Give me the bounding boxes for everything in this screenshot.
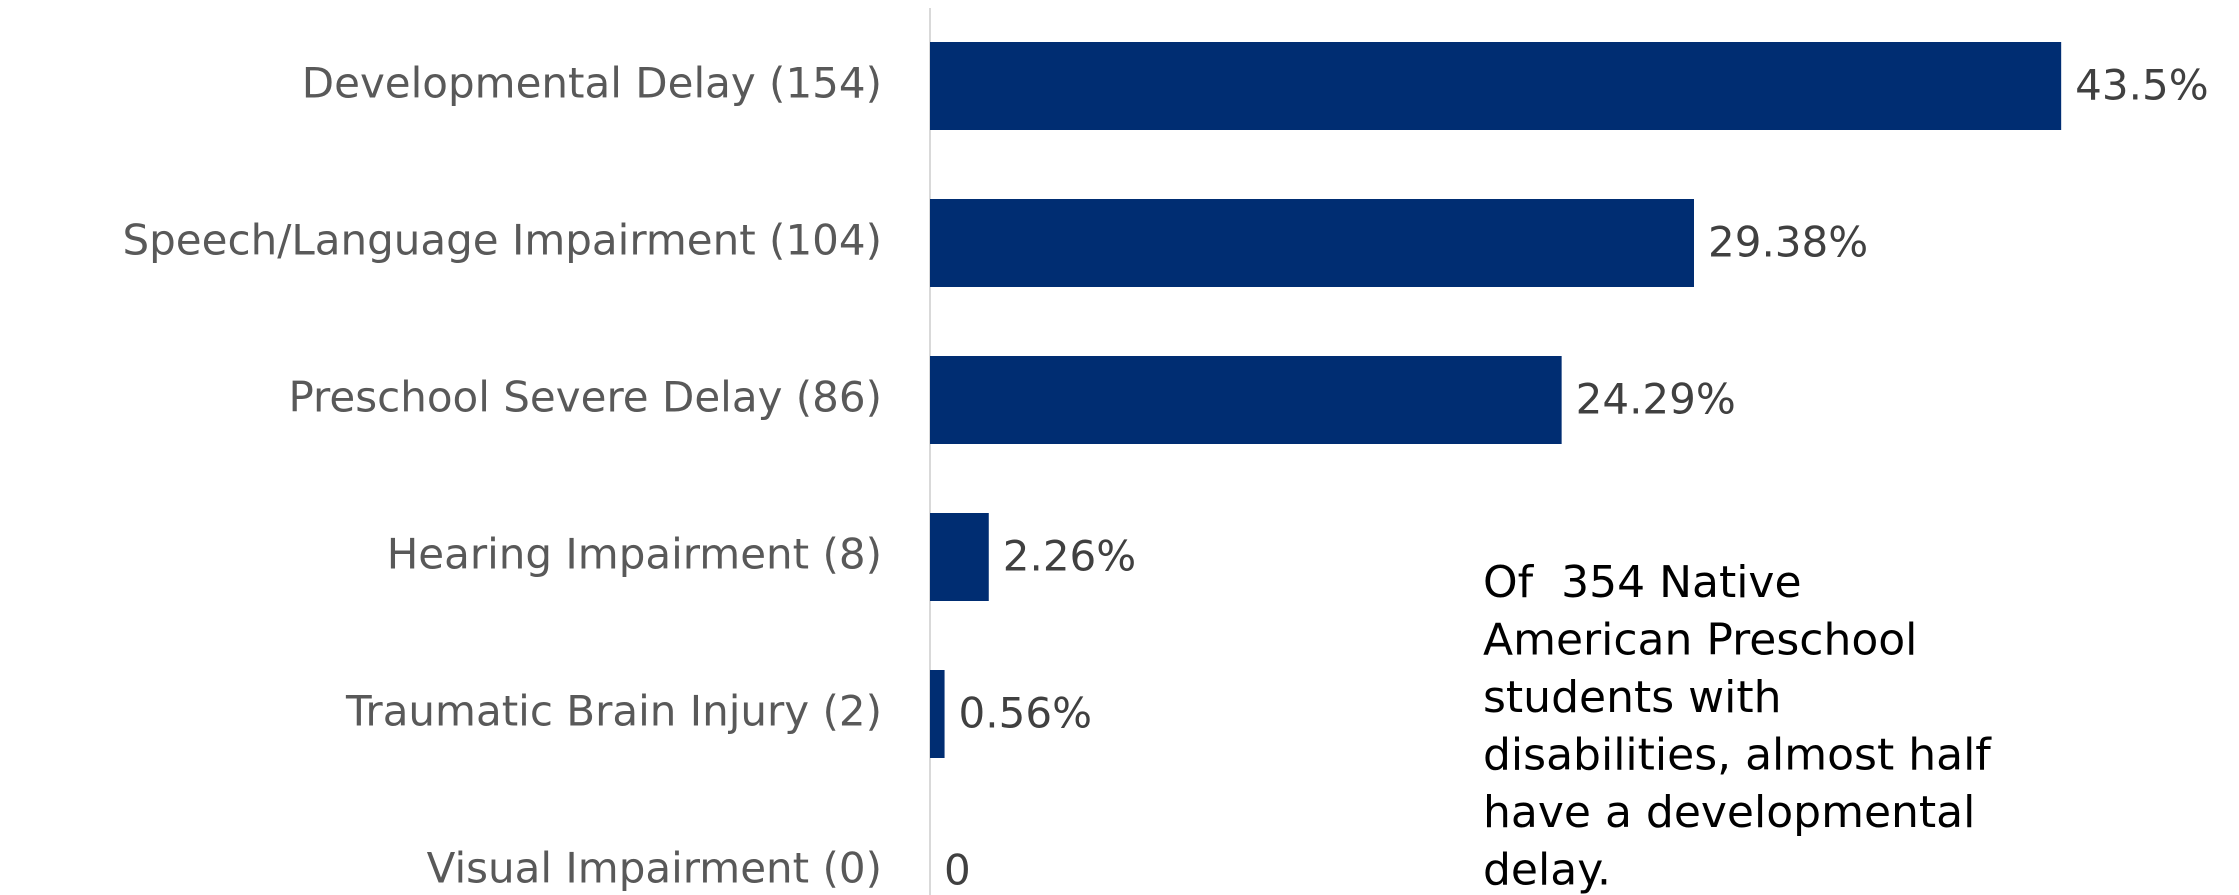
value-label: 0.56% (959, 689, 1092, 738)
annotation-line: disabilities, almost half (1483, 730, 1992, 781)
annotation-line: have a developmental (1483, 787, 1975, 838)
bar (930, 513, 989, 601)
category-label: Traumatic Brain Injury (2) (345, 687, 882, 736)
annotation-line: delay. (1483, 845, 1611, 895)
value-label: 2.26% (1003, 532, 1136, 581)
category-label: Developmental Delay (154) (302, 59, 882, 108)
value-label: 43.5% (2075, 61, 2208, 110)
bar (930, 356, 1562, 444)
annotation-line: Of 354 Native (1483, 557, 1802, 608)
category-label: Speech/Language Impairment (104) (122, 216, 882, 265)
annotation-line: American Preschool (1483, 615, 1917, 666)
bar (930, 42, 2062, 130)
bar (930, 670, 945, 758)
value-label: 0 (944, 846, 971, 895)
value-label: 29.38% (1708, 218, 1868, 267)
category-label: Visual Impairment (0) (427, 844, 882, 893)
category-label: Hearing Impairment (8) (387, 530, 882, 579)
category-label: Preschool Severe Delay (86) (288, 373, 882, 422)
annotation-line: students with (1483, 672, 1781, 723)
value-label: 24.29% (1576, 375, 1736, 424)
bar (930, 199, 1695, 287)
